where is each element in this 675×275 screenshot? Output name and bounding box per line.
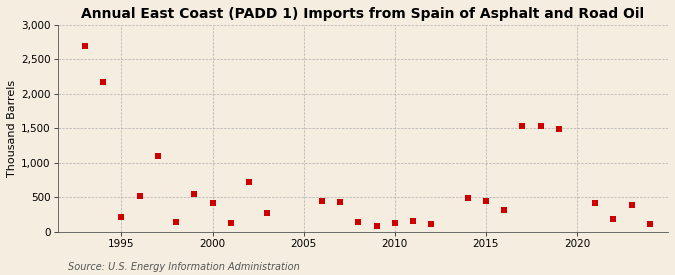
Text: Source: U.S. Energy Information Administration: Source: U.S. Energy Information Administ…	[68, 262, 299, 272]
Point	[371, 224, 382, 229]
Point	[171, 219, 182, 224]
Point	[225, 221, 236, 225]
Point	[116, 214, 127, 219]
Point	[554, 127, 564, 131]
Point	[189, 192, 200, 196]
Point	[335, 199, 346, 204]
Point	[80, 43, 90, 48]
Point	[262, 211, 273, 215]
Point	[317, 199, 327, 203]
Point	[462, 196, 473, 200]
Point	[207, 201, 218, 205]
Point	[590, 201, 601, 205]
Point	[408, 219, 418, 223]
Point	[517, 124, 528, 128]
Point	[389, 221, 400, 225]
Point	[98, 80, 109, 84]
Point	[499, 208, 510, 213]
Point	[153, 154, 163, 158]
Point	[426, 222, 437, 227]
Point	[535, 124, 546, 128]
Point	[353, 219, 364, 224]
Y-axis label: Thousand Barrels: Thousand Barrels	[7, 80, 17, 177]
Point	[645, 222, 655, 227]
Point	[608, 217, 619, 221]
Point	[481, 199, 491, 203]
Title: Annual East Coast (PADD 1) Imports from Spain of Asphalt and Road Oil: Annual East Coast (PADD 1) Imports from …	[81, 7, 645, 21]
Point	[244, 180, 254, 185]
Point	[626, 203, 637, 207]
Point	[134, 194, 145, 198]
